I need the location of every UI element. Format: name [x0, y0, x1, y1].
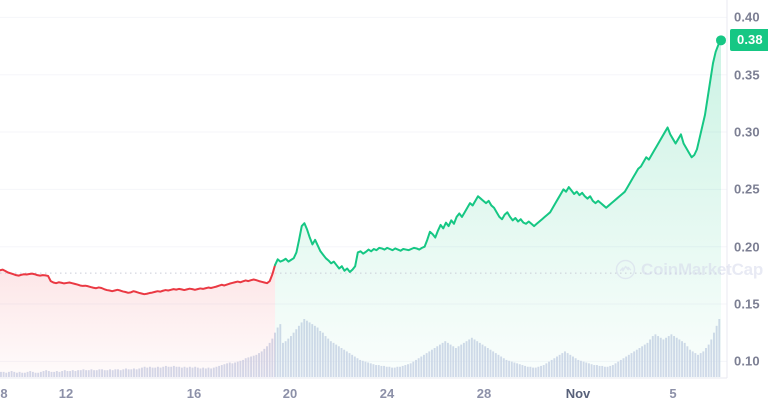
price-area-up [275, 40, 721, 378]
price-line-down [0, 264, 277, 296]
price-area-down [0, 265, 276, 378]
current-price-marker [716, 35, 726, 46]
price-line-up [274, 39, 722, 273]
